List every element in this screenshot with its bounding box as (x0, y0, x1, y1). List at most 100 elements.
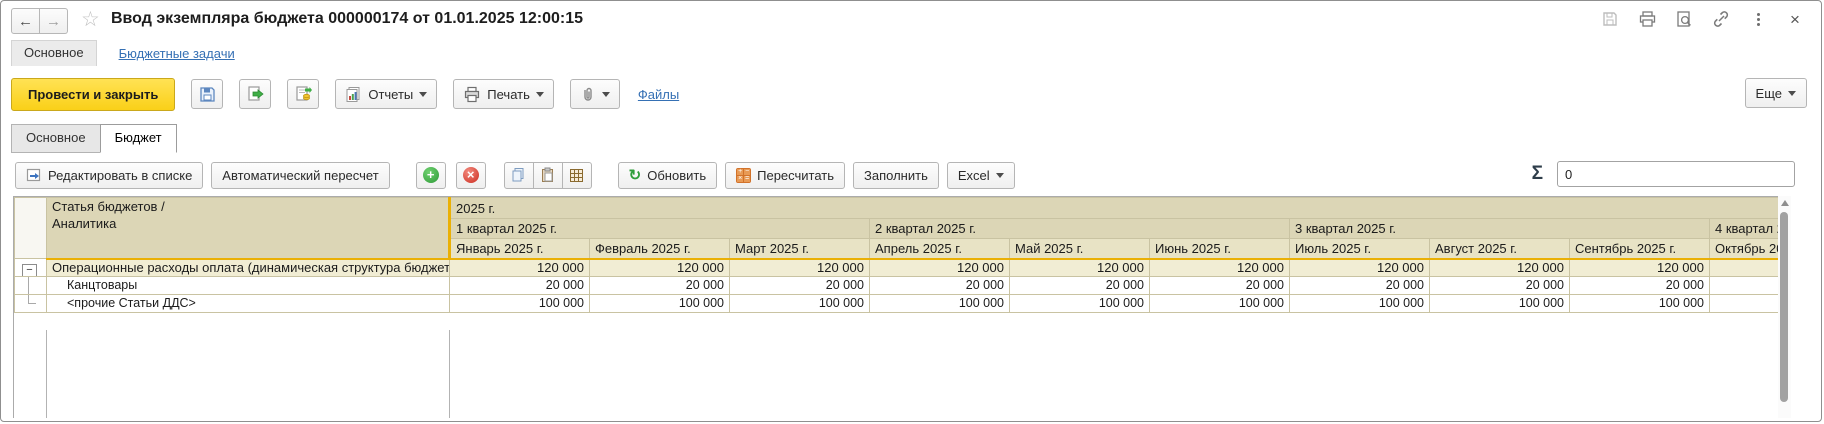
table-row: Канцтовары 20 000 20 000 20 000 20 000 2… (14, 275, 1779, 295)
print-button[interactable]: Печать (453, 79, 554, 109)
back-button[interactable]: ← (11, 8, 40, 34)
value-cell[interactable]: 20 000 (589, 275, 730, 295)
quarter-header-q2[interactable]: 2 квартал 2025 г. (869, 218, 1290, 239)
name-column-separator (449, 330, 450, 418)
create-based-on-button[interactable] (287, 79, 320, 109)
value-cell[interactable]: 100 000 (869, 293, 1010, 313)
paste-icon-button[interactable] (532, 161, 563, 189)
value-cell[interactable]: 20 000 (729, 275, 870, 295)
attachments-button[interactable] (569, 79, 620, 109)
value-cell[interactable]: 100 000 (1009, 293, 1150, 313)
tab-main[interactable]: Основное (11, 124, 101, 153)
print-icon[interactable] (1637, 9, 1657, 29)
reports-label: Отчеты (368, 86, 414, 102)
nav-budget-tasks-link[interactable]: Бюджетные задачи (118, 45, 235, 61)
nav-main-label[interactable]: Основное (11, 40, 97, 66)
row-name-cell[interactable]: <прочие Статьи ДДС> (46, 293, 450, 313)
month-header[interactable]: Февраль 2025 г. (589, 238, 730, 259)
more-menu-icon[interactable] (1748, 9, 1768, 29)
edit-list-icon (26, 168, 41, 181)
dropdown-caret (601, 91, 610, 97)
collapse-expander[interactable]: − (22, 264, 37, 276)
save-icon[interactable] (1600, 9, 1620, 29)
sum-input[interactable] (1557, 161, 1795, 187)
preview-icon[interactable] (1674, 9, 1694, 29)
value-cell[interactable]: 120 000 (1569, 257, 1710, 277)
value-cell[interactable]: 120 000 (1149, 257, 1290, 277)
save-button[interactable] (191, 79, 224, 109)
value-cell[interactable]: 120 000 (1009, 257, 1150, 277)
post-button[interactable] (239, 79, 272, 109)
recalculate-button[interactable]: + − × = Пересчитать (725, 161, 846, 189)
value-cell[interactable]: 100 000 (449, 293, 590, 313)
row-name-cell[interactable]: Канцтовары (46, 275, 450, 295)
value-cell[interactable]: 100 000 (729, 293, 870, 313)
value-cell[interactable]: 120 000 (1429, 257, 1570, 277)
value-cell[interactable]: 120 000 (589, 257, 730, 277)
titlebar: ← → ☆ Ввод экземпляра бюджета 000000174 … (1, 1, 1821, 39)
value-cell[interactable] (1708, 293, 1779, 313)
close-icon[interactable]: × (1785, 9, 1805, 29)
paperclip-icon (584, 87, 592, 101)
value-cell[interactable]: 20 000 (1429, 275, 1570, 295)
month-header[interactable]: Январь 2025 г. (448, 238, 590, 259)
scroll-up-icon[interactable] (1781, 200, 1789, 206)
value-cell[interactable]: 100 000 (1429, 293, 1570, 313)
month-header[interactable]: Апрель 2025 г. (869, 238, 1010, 259)
delete-icon: × (462, 167, 479, 183)
month-header[interactable]: Июль 2025 г. (1289, 238, 1430, 259)
link-icon[interactable] (1711, 9, 1731, 29)
month-header[interactable]: Май 2025 г. (1009, 238, 1150, 259)
row-name-cell[interactable]: Операционные расходы оплата (динамическа… (46, 257, 450, 277)
value-cell[interactable]: 100 000 (589, 293, 730, 313)
value-cell[interactable]: 120 000 (869, 257, 1010, 277)
quarter-header-q1[interactable]: 1 квартал 2025 г. (448, 218, 870, 239)
value-cell[interactable]: 100 000 (1289, 293, 1430, 313)
value-cell[interactable]: 20 000 (1149, 275, 1290, 295)
month-header[interactable]: Март 2025 г. (729, 238, 870, 259)
quarter-header-q4[interactable]: 4 квартал 2025 г. (1708, 218, 1779, 239)
corner-header-line1: Статья бюджетов / (52, 199, 165, 214)
value-cell[interactable]: 20 000 (1569, 275, 1710, 295)
forward-button[interactable]: → (40, 8, 68, 34)
favorite-star-icon[interactable]: ☆ (81, 8, 100, 31)
document-coins-icon (296, 86, 313, 101)
value-cell[interactable]: 20 000 (449, 275, 590, 295)
tree-column-separator (46, 330, 47, 418)
delete-row-button[interactable]: × (455, 161, 486, 189)
month-header[interactable]: Июнь 2025 г. (1149, 238, 1290, 259)
quarter-header-q3[interactable]: 3 квартал 2025 г. (1289, 218, 1710, 239)
post-and-close-button[interactable]: Провести и закрыть (11, 77, 176, 111)
value-cell[interactable]: 120 000 (449, 257, 590, 277)
value-cell[interactable]: 120 000 (1289, 257, 1430, 277)
copy-button[interactable] (503, 161, 534, 189)
reports-button[interactable]: Отчеты (335, 79, 438, 109)
refresh-button[interactable]: ↻ Обновить (617, 161, 718, 189)
month-header[interactable]: Август 2025 г. (1429, 238, 1570, 259)
year-header[interactable]: 2025 г. (447, 197, 1779, 219)
table-view-button[interactable] (561, 161, 592, 189)
vertical-scrollbar[interactable] (1778, 196, 1791, 418)
value-cell[interactable] (1708, 275, 1779, 295)
fill-button[interactable]: Заполнить (853, 161, 939, 189)
value-cell[interactable]: 20 000 (1289, 275, 1430, 295)
corner-header[interactable]: Статья бюджетов / Аналитика (46, 197, 450, 259)
month-header[interactable]: Сентябрь 2025 г. (1569, 238, 1710, 259)
value-cell[interactable]: 20 000 (869, 275, 1010, 295)
month-header[interactable]: Октябрь 2025 г. (1708, 238, 1779, 259)
auto-recalc-button[interactable]: Автоматический пересчет (211, 161, 390, 189)
value-cell[interactable]: 120 000 (729, 257, 870, 277)
value-cell[interactable]: 20 000 (1009, 275, 1150, 295)
edit-in-list-button[interactable]: Редактировать в списке (15, 161, 204, 189)
more-button[interactable]: Еще (1744, 78, 1807, 108)
tab-budget[interactable]: Бюджет (99, 124, 177, 153)
add-row-button[interactable]: + (415, 161, 446, 189)
value-cell[interactable]: 100 000 (1569, 293, 1710, 313)
edit-in-list-label: Редактировать в списке (48, 167, 193, 183)
value-cell[interactable]: 100 000 (1149, 293, 1290, 313)
value-cell[interactable] (1708, 257, 1779, 277)
scrollbar-thumb[interactable] (1780, 212, 1788, 402)
files-link[interactable]: Файлы (637, 86, 680, 102)
close-glyph: × (1790, 9, 1800, 29)
excel-button[interactable]: Excel (946, 161, 1015, 189)
